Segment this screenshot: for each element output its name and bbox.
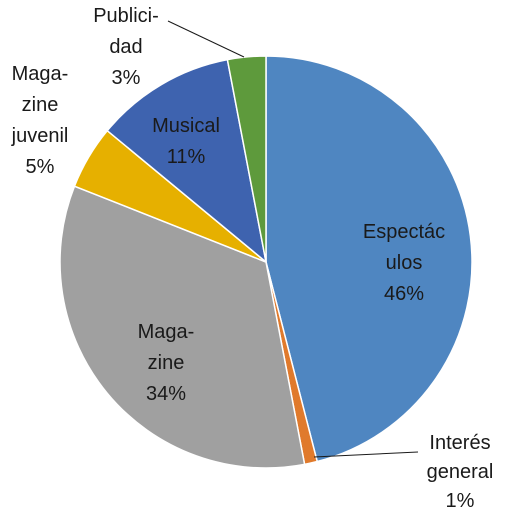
data-label-1: Interés general 1% <box>427 432 494 512</box>
data-label-5-line-2: 3% <box>112 67 141 89</box>
data-label-4: Musical 11% <box>152 115 220 168</box>
data-label-3-line-3: 5% <box>26 156 55 178</box>
leader-line-5 <box>167 20 245 58</box>
data-label-0-line-0: Espectác <box>363 221 445 243</box>
data-label-1-line-2: 1% <box>446 490 475 512</box>
data-label-5: Publici-dad 3% <box>93 5 159 89</box>
data-label-3: Maga-zine juvenil 5% <box>11 63 69 178</box>
data-label-0-line-1: ulos <box>386 252 423 274</box>
pie-slice-0 <box>265 55 473 463</box>
leader-lines <box>167 20 419 458</box>
data-label-4-line-1: 11% <box>167 146 206 168</box>
data-label-3-line-1: zine <box>22 94 59 116</box>
leader-line-1 <box>313 451 419 458</box>
data-label-3-line-0: Maga- <box>12 63 69 85</box>
data-label-5-line-1: dad <box>109 36 142 58</box>
data-label-2-line-1: zine <box>148 352 185 374</box>
data-label-2-line-0: Maga- <box>138 321 195 343</box>
pie-slices <box>59 55 473 469</box>
data-label-0: Espectác ulos 46% <box>363 221 445 305</box>
data-label-2: Maga-zine 34% <box>138 321 195 405</box>
data-label-1-line-1: general <box>427 461 494 483</box>
data-label-5-line-0: Publici- <box>93 5 159 27</box>
pie-slice-2 <box>59 185 306 469</box>
pie-slice-5 <box>226 55 267 263</box>
data-label-0-line-2: 46% <box>384 283 424 305</box>
data-label-4-line-0: Musical <box>152 115 220 137</box>
data-labels: Espectác ulos 46% Interés general 1% Maga-zine… <box>11 5 494 512</box>
pie-slice-4 <box>106 58 268 264</box>
data-label-2-line-2: 34% <box>146 383 186 405</box>
data-label-1-line-0: Interés <box>429 432 490 454</box>
data-label-3-line-2: juvenil <box>11 125 69 147</box>
